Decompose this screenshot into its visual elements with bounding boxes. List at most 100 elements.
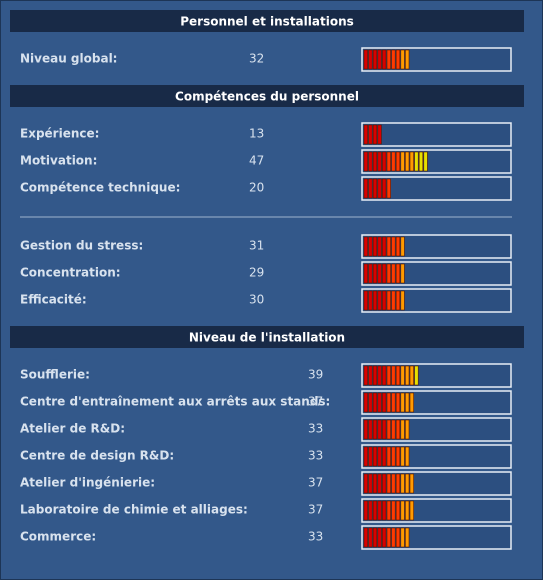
bar-segment (368, 151, 373, 172)
bar (363, 446, 410, 467)
row-label: Gestion du stress: (20, 239, 143, 253)
bar-segment (414, 151, 419, 172)
bar-segment (382, 500, 387, 521)
bar (363, 49, 410, 70)
bar-segment (372, 263, 378, 284)
bar-segment (395, 473, 401, 494)
bar-segment (391, 500, 396, 521)
bar (363, 151, 428, 172)
bar-segment (368, 365, 373, 386)
row-value: 37 (308, 395, 323, 409)
row-value: 32 (249, 52, 264, 66)
bar-segment (386, 365, 391, 386)
bar-segment (409, 500, 414, 521)
bar-segment (372, 500, 378, 521)
bar-segment (368, 49, 373, 70)
bar (363, 473, 414, 494)
section-header (10, 10, 524, 32)
bar-segment (395, 500, 401, 521)
bar-segment (377, 365, 382, 386)
row-value: 37 (308, 476, 323, 490)
bar-segment (368, 473, 373, 494)
bar-segment (372, 49, 378, 70)
row-label: Motivation: (20, 154, 97, 168)
bar-segment (372, 446, 378, 467)
bar-segment (409, 151, 414, 172)
bar-segment (363, 365, 368, 386)
bar-segment (368, 236, 373, 257)
row-value: 33 (308, 449, 323, 463)
bar-segment (368, 527, 373, 548)
bar-segment (377, 446, 382, 467)
bar-segment (395, 527, 401, 548)
bar-segment (382, 473, 387, 494)
bar (363, 124, 382, 145)
row-label: Efficacité: (20, 293, 87, 307)
bar-segment (363, 178, 368, 199)
row-label: Expérience: (20, 127, 99, 141)
bar-segment (363, 290, 368, 311)
bar-segment (382, 446, 387, 467)
bar-segment (400, 290, 405, 311)
row-value: 13 (249, 127, 264, 141)
row-label: Laboratoire de chimie et alliages: (20, 503, 248, 517)
bar-segment (368, 263, 373, 284)
bar-segment (372, 365, 378, 386)
bar-segment (368, 392, 373, 413)
bar-segment (372, 392, 378, 413)
bar-segment (391, 392, 396, 413)
bar-segment (372, 527, 378, 548)
bar-segment (382, 290, 387, 311)
bar (363, 419, 410, 440)
bar-segment (391, 290, 396, 311)
bar-segment (409, 392, 414, 413)
row-label: Niveau global: (20, 52, 117, 66)
bar-segment (395, 392, 401, 413)
bar-segment (372, 473, 378, 494)
bar-frame (361, 122, 512, 147)
bar-segment (391, 236, 396, 257)
bar-segment (386, 473, 391, 494)
bar-segment (368, 290, 373, 311)
bar-segment (400, 473, 405, 494)
bar-segment (377, 151, 382, 172)
bar-segment (382, 527, 387, 548)
bar-segment (400, 365, 405, 386)
bar-segment (400, 500, 405, 521)
section-title: Compétences du personnel (175, 90, 359, 104)
bar-segment (414, 365, 419, 386)
bar-segment (372, 178, 378, 199)
bar-segment (405, 500, 410, 521)
bar-segment (377, 124, 382, 145)
bar-segment (372, 236, 378, 257)
bar-segment (386, 290, 391, 311)
bar-segment (391, 263, 396, 284)
bar-segment (405, 365, 410, 386)
bar-segment (372, 290, 378, 311)
bar-segment (395, 290, 401, 311)
bar-segment (377, 527, 382, 548)
bar-segment (377, 392, 382, 413)
bar-segment (405, 419, 410, 440)
bar-segment (377, 178, 382, 199)
bar-segment (400, 527, 405, 548)
bar-segment (386, 49, 391, 70)
bar-segment (395, 263, 401, 284)
bar-segment (400, 236, 405, 257)
row-label: Centre d'entraînement aux arrêts aux sta… (20, 395, 330, 409)
bar-segment (409, 365, 414, 386)
bar-segment (395, 419, 401, 440)
bar-segment (382, 178, 387, 199)
row-label: Atelier d'ingénierie: (20, 476, 155, 490)
section-title: Niveau de l'installation (189, 331, 345, 345)
bar-segment (363, 527, 368, 548)
row-label: Atelier de R&D: (20, 422, 125, 436)
bar-segment (391, 473, 396, 494)
row-value: 31 (249, 239, 264, 253)
bar-segment (377, 419, 382, 440)
bar-segment (391, 446, 396, 467)
bar-segment (400, 49, 405, 70)
bar-segment (409, 473, 414, 494)
bar-segment (372, 419, 378, 440)
row-label: Commerce: (20, 530, 96, 544)
